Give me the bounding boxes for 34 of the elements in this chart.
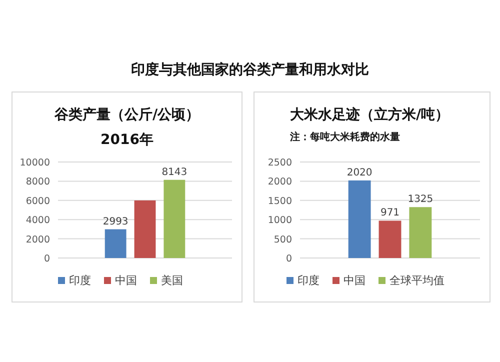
y-tick-label: 500 <box>274 234 292 246</box>
data-label: 2993 <box>102 216 128 228</box>
y-tick-label: 6000 <box>26 196 50 207</box>
y-tick-label: 2000 <box>268 176 292 188</box>
y-tick-label: 0 <box>44 254 50 264</box>
legend-label: 中国 <box>115 274 137 287</box>
y-tick-label: 4000 <box>26 215 50 226</box>
chart-title: 谷类产量（公斤/公顷） <box>53 106 200 123</box>
text: 印度与其他国家的谷类产量和用水对比 <box>131 61 369 78</box>
bar <box>378 220 402 258</box>
legend-label: 印度 <box>69 274 91 287</box>
bar <box>134 200 156 258</box>
bar <box>348 180 371 258</box>
bar <box>409 207 432 258</box>
chart-title: 大米水足迹（立方米/吨） <box>290 106 450 123</box>
y-tick-label: 2000 <box>26 234 50 246</box>
y-tick-label: 10000 <box>20 158 50 168</box>
bar <box>104 229 126 258</box>
y-tick-label: 8000 <box>26 176 50 188</box>
legend-label: 印度 <box>298 274 320 287</box>
y-tick-label: 1500 <box>268 196 292 207</box>
data-label: 1325 <box>408 194 434 206</box>
legend-label: 全球平均值 <box>390 274 444 287</box>
bar <box>164 180 186 258</box>
y-tick-label: 1000 <box>268 215 292 226</box>
y-tick-label: 2500 <box>268 158 292 168</box>
data-label: 8143 <box>162 166 188 178</box>
chart-subtitle: 注：每吨大米耗费的水量 <box>289 131 400 143</box>
legend-label: 中国 <box>344 274 366 287</box>
data-label: 971 <box>380 208 400 219</box>
chart-subtitle: 2016年 <box>100 132 154 148</box>
y-tick-label: 0 <box>286 254 292 264</box>
legend-label: 美国 <box>161 274 183 287</box>
data-label: 2020 <box>346 167 372 178</box>
